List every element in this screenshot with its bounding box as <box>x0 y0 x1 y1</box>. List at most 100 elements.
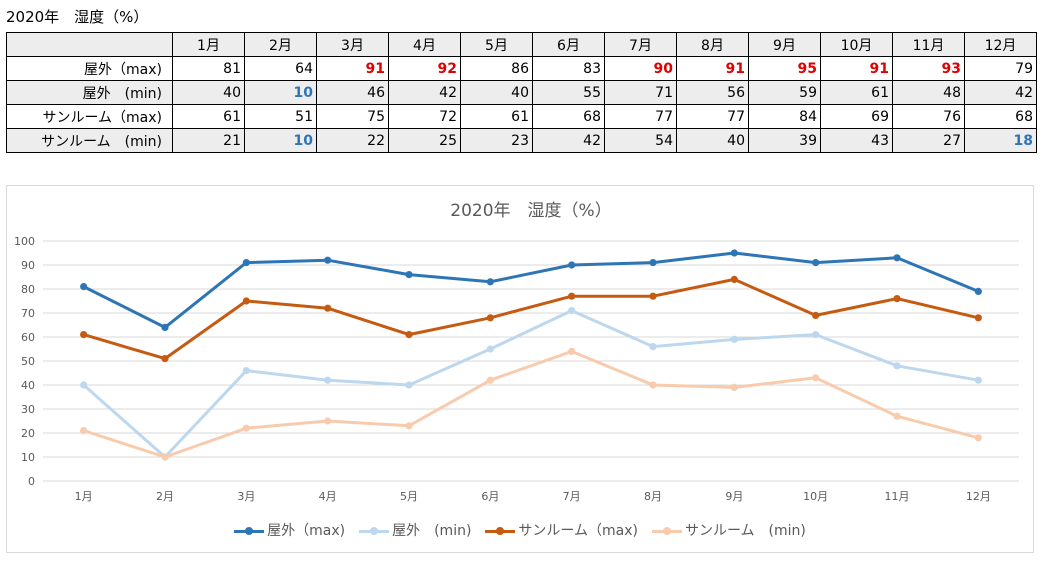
row-label: サンルーム（max) <box>6 104 173 129</box>
y-tick-label: 70 <box>21 307 35 320</box>
table-cell: 23 <box>460 128 533 153</box>
table-cell: 10 <box>244 128 317 153</box>
data-point <box>974 434 982 442</box>
table-cell: 25 <box>388 128 461 153</box>
data-point <box>324 376 332 384</box>
table-row: 屋外（max) 81 64 91 92 86 83 90 91 95 91 93 79 <box>6 56 1037 81</box>
table-cell: 22 <box>316 128 389 153</box>
line-chart: 2020年 湿度（%） 0 10 20 30 40 50 60 70 80 90 100 1月 2月 3月 4… <box>14 201 1019 503</box>
data-point <box>730 335 738 343</box>
data-point <box>324 304 332 312</box>
y-tick-label: 10 <box>21 451 35 464</box>
data-point <box>649 292 657 300</box>
data-point <box>80 381 88 389</box>
y-tick-label: 20 <box>21 427 35 440</box>
table-cell: 91 <box>316 56 389 81</box>
data-point <box>486 345 494 353</box>
table-cell: 91 <box>820 56 893 81</box>
y-tick-label: 30 <box>21 403 35 416</box>
table-cell: 10 <box>244 80 317 105</box>
table-cell: 69 <box>820 104 893 129</box>
data-point <box>242 259 250 267</box>
table-cell: 95 <box>748 56 821 81</box>
x-tick-label: 1月 <box>75 490 93 503</box>
x-tick-label: 9月 <box>725 490 743 503</box>
table-row: サンルーム（max) 61 51 75 72 61 68 77 77 84 69 76 68 <box>6 104 1037 129</box>
data-point <box>242 297 250 305</box>
row-label: 屋外（max) <box>6 56 173 81</box>
data-point <box>242 424 250 432</box>
y-tick-label: 50 <box>21 355 35 368</box>
data-point <box>80 427 88 435</box>
data-point <box>405 422 413 430</box>
data-point <box>812 311 820 319</box>
data-point <box>486 278 494 286</box>
month-header-cell: 3月 <box>316 32 389 57</box>
table-corner-cell <box>6 32 173 57</box>
table-cell: 68 <box>532 104 605 129</box>
data-point <box>649 259 657 267</box>
data-point <box>324 417 332 425</box>
table-cell: 27 <box>892 128 965 153</box>
table-cell: 56 <box>676 80 749 105</box>
table-cell: 55 <box>532 80 605 105</box>
legend-item: サンルーム（max) <box>485 520 638 540</box>
data-point <box>161 453 169 461</box>
table-cell: 61 <box>820 80 893 105</box>
table-cell: 81 <box>172 56 245 81</box>
chart-title: 2020年 湿度（%） <box>450 201 611 221</box>
table-cell: 84 <box>748 104 821 129</box>
data-point <box>730 275 738 283</box>
table-cell: 72 <box>388 104 461 129</box>
x-tick-label: 5月 <box>400 490 418 503</box>
table-cell: 83 <box>532 56 605 81</box>
data-point <box>405 381 413 389</box>
row-label: 屋外 (min) <box>6 80 173 105</box>
data-point <box>893 412 901 420</box>
table-cell: 91 <box>676 56 749 81</box>
table-cell: 68 <box>964 104 1037 129</box>
y-tick-label: 60 <box>21 331 35 344</box>
table-cell: 42 <box>532 128 605 153</box>
table-cell: 42 <box>964 80 1037 105</box>
data-point <box>242 367 250 375</box>
table-cell: 46 <box>316 80 389 105</box>
humidity-table: 1月 2月 3月 4月 5月 6月 7月 8月 9月 10月 11月 12月 屋外（max) 81 64 91… <box>6 32 1037 153</box>
data-point <box>730 383 738 391</box>
data-point <box>974 376 982 384</box>
table-cell: 54 <box>604 128 677 153</box>
legend-label: サンルーム（max) <box>518 523 638 539</box>
legend-item: 屋外 (min) <box>359 520 471 540</box>
x-tick-label: 8月 <box>644 490 662 503</box>
data-point <box>974 287 982 295</box>
data-point <box>649 381 657 389</box>
legend-marker-icon <box>234 525 265 537</box>
table-cell: 79 <box>964 56 1037 81</box>
table-cell: 77 <box>604 104 677 129</box>
data-point <box>812 259 820 267</box>
data-point <box>568 292 576 300</box>
table-header-row: 1月 2月 3月 4月 5月 6月 7月 8月 9月 10月 11月 12月 <box>6 32 1037 57</box>
legend-label: サンルーム (min) <box>684 523 806 539</box>
table-cell: 92 <box>388 56 461 81</box>
data-point <box>80 283 88 291</box>
data-point <box>405 331 413 339</box>
data-point <box>486 376 494 384</box>
month-header-cell: 11月 <box>892 32 965 57</box>
table-cell: 86 <box>460 56 533 81</box>
table-cell: 39 <box>748 128 821 153</box>
table-cell: 61 <box>172 104 245 129</box>
table-row: 屋外 (min) 40 10 46 42 40 55 71 56 59 61 48 42 <box>6 80 1037 105</box>
month-header-cell: 12月 <box>964 32 1037 57</box>
chart-area[interactable]: 2020年 湿度（%） 0 10 20 30 40 50 60 70 80 90 100 1月 2月 3月 4… <box>6 185 1034 553</box>
data-point <box>893 295 901 303</box>
data-point <box>730 249 738 257</box>
month-header-cell: 2月 <box>244 32 317 57</box>
chart-legend: 屋外（max) 屋外 (min) サンルーム（max) サンルーム (min) <box>7 520 1033 540</box>
month-header-cell: 8月 <box>676 32 749 57</box>
y-tick-label: 90 <box>21 259 35 272</box>
x-tick-label: 10月 <box>803 490 828 503</box>
table-row: サンルーム (min) 21 10 22 25 23 42 54 40 39 43 27 18 <box>6 128 1037 153</box>
table-cell: 40 <box>676 128 749 153</box>
table-cell: 59 <box>748 80 821 105</box>
